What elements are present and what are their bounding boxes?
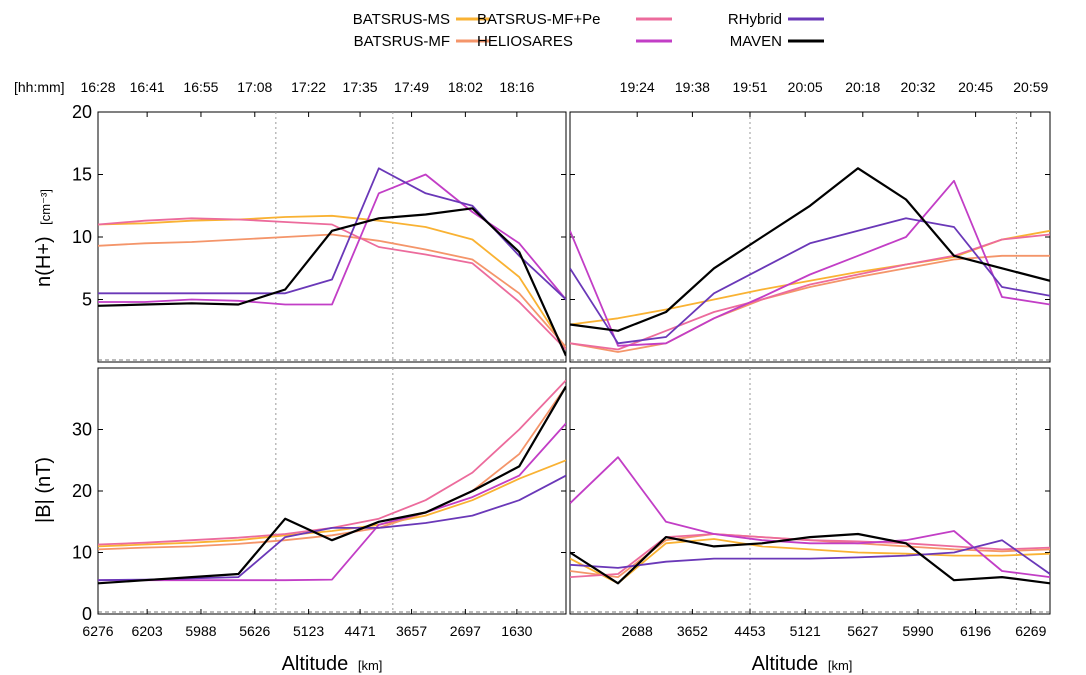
time-tick-label: 17:35 [343,79,378,95]
time-tick-label: 20:45 [958,79,993,95]
x-tick-label: 5627 [847,623,878,639]
series-line-maven [570,167,1050,332]
time-tick-label: 17:22 [291,79,326,95]
panel-density-right: 19:24 19:38 19:51 20:05 20:18 20:32 20:45 20:59 [569,79,1051,363]
x-tick-label: 3652 [677,623,708,639]
legend-label-batsrus-mf: BATSRUS-MF [354,33,450,50]
x-tick-label: 2697 [450,623,481,639]
time-tick-label: 19:38 [675,79,710,95]
x-tick-label: 6196 [960,623,991,639]
y-tick-label: 10 [72,227,92,247]
time-tick-label: 20:32 [900,79,935,95]
y-tick-label: 10 [72,543,92,563]
series-line-rhybrid [570,217,1050,345]
x-tick-label: 4471 [345,623,376,639]
x-tick-label: 5121 [790,623,821,639]
time-tick-label: 19:51 [732,79,767,95]
series-line-maven [570,532,1050,585]
y-tick-label: 20 [72,481,92,501]
time-tick-label: 20:59 [1013,79,1048,95]
series-line-heliosares [98,173,566,306]
legend-label-maven: MAVEN [730,33,782,50]
series-line-batsrus-mf-pe [570,533,1050,578]
x-tick-label: 6203 [132,623,163,639]
time-tick-label: 17:08 [237,79,272,95]
xlabel-right: Altitude [km] [752,653,853,675]
time-tick-label: 16:41 [130,79,165,95]
legend: BATSRUS-MS BATSRUS-MF BATSRUS-MF+Pe HELI… [353,11,824,50]
field-ylabel: |B| (nT) [33,457,55,523]
y-tick-label: 5 [82,290,92,310]
series-line-batsrus-mf [98,385,566,551]
xlabel-left-unit: [km] [358,658,383,673]
time-tick-label: 19:24 [620,79,655,95]
x-tick-label: 3657 [396,623,427,639]
time-tick-label: 20:18 [845,79,880,95]
panel-frame [97,111,567,363]
series-line-batsrus-ms [570,229,1050,326]
legend-label-batsrus-ms: BATSRUS-MS [353,11,450,28]
series-line-heliosares [98,422,566,582]
xlabel-right-text: Altitude [752,653,819,675]
xlabel-left-text: Altitude [282,653,349,675]
series-line-maven [98,385,566,585]
time-tick-label: 16:28 [80,79,115,95]
svg-text:n(H+) [cm⁻³]: n(H+) [cm⁻³] [33,189,55,287]
panel-density-left: 5 10 15 20 16:28 16:41 16:55 17:08 17:22 17:35 17:… [72,79,567,363]
x-tick-label: 4453 [734,623,765,639]
x-tick-label: 6269 [1015,623,1046,639]
panels: 5 10 15 20 16:28 16:41 16:55 17:08 17:22 17:35 17:… [72,79,1051,639]
panel-frame [97,367,567,615]
xlabel-right-unit: [km] [828,658,853,673]
series-line-rhybrid [98,474,566,582]
y-tick-label: 15 [72,165,92,185]
x-tick-label: 5990 [902,623,933,639]
series-line-batsrus-ms [98,214,566,350]
series-line-batsrus-mf [570,254,1050,353]
time-tick-label: 20:05 [788,79,823,95]
series-line-batsrus-mf-pe [98,379,566,546]
x-tick-label: 5626 [239,623,270,639]
density-ylabel-unit: [cm⁻³] [38,189,53,225]
series-line-batsrus-ms [98,459,566,548]
legend-label-batsrus-mf-pe: BATSRUS-MF+Pe [477,11,601,28]
density-ylabel-text: n(H+) [33,236,55,287]
legend-label-heliosares: HELIOSARES [477,33,573,50]
series-line-batsrus-mf [98,233,566,348]
x-tick-label: 5988 [185,623,216,639]
xlabel-left: Altitude [km] [282,653,383,675]
panel-field-left: 0 10 20 30 6276 6203 5988 5626 5123 4471 3657 2697 1… [72,367,567,639]
density-ylabel: n(H+) [cm⁻³] [33,189,55,287]
series-line-maven [98,207,566,357]
series-line-batsrus-ms [570,538,1050,585]
series-line-batsrus-mf-pe [570,233,1050,351]
x-tick-label: 1630 [501,623,532,639]
y-tick-label: 30 [72,420,92,440]
series-line-heliosares [570,456,1050,578]
x-tick-label: 5123 [293,623,324,639]
series-line-heliosares [570,179,1050,347]
time-tick-label: 16:55 [183,79,218,95]
panel-field-right: 2688 3652 4453 5121 5627 5990 6196 6269 [569,367,1051,639]
series-line-rhybrid [570,539,1050,575]
time-axis-label: [hh:mm] [14,79,65,95]
time-tick-label: 18:16 [499,79,534,95]
y-tick-label: 20 [72,102,92,122]
legend-label-rhybrid: RHybrid [728,11,782,28]
y-tick-label: 0 [82,604,92,624]
x-tick-label: 2688 [622,623,653,639]
time-tick-label: 18:02 [448,79,483,95]
time-tick-label: 17:49 [394,79,429,95]
series-line-batsrus-mf-pe [98,217,566,351]
x-tick-label: 6276 [82,623,113,639]
